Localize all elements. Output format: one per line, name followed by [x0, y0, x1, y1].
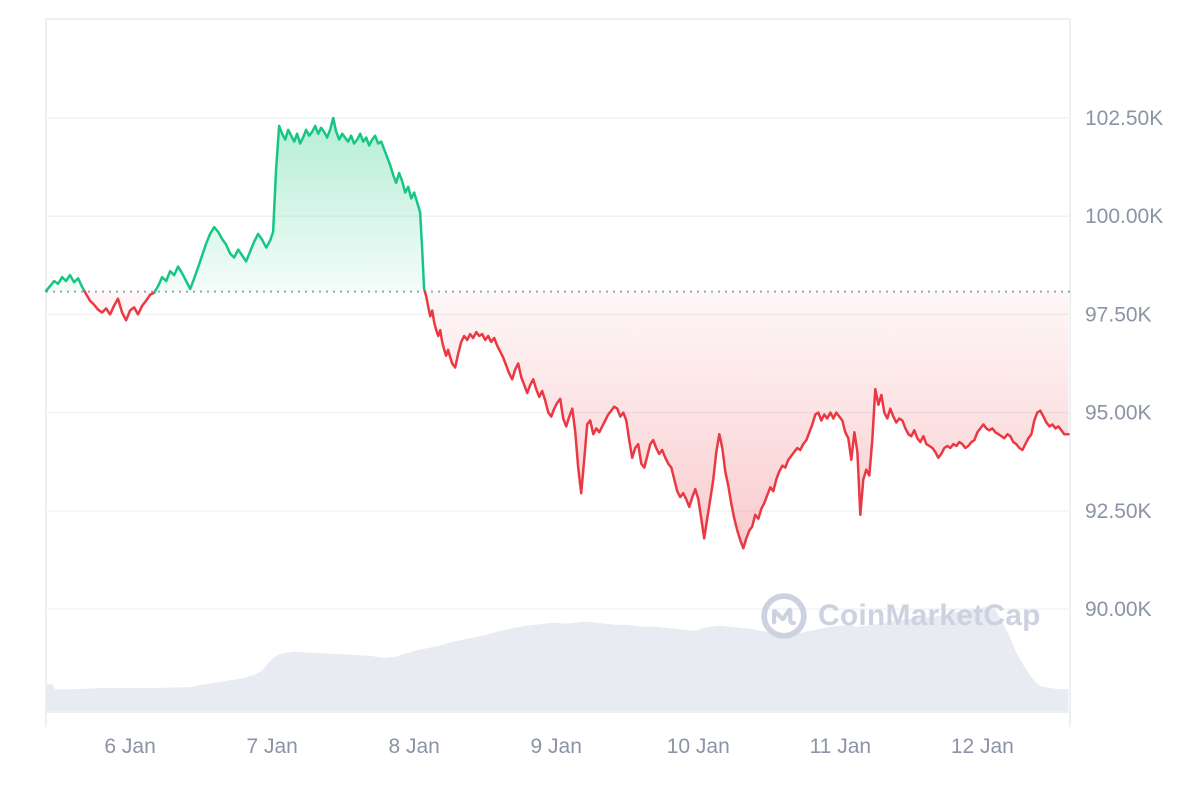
- volume-area: [46, 607, 1069, 711]
- area-fill-up: [46, 275, 85, 292]
- y-axis-label: 97.50K: [1085, 303, 1152, 326]
- y-axis-label: 95.00K: [1085, 402, 1152, 425]
- plot-frame: [45, 18, 1071, 713]
- x-axis-label: 9 Jan: [531, 735, 582, 758]
- price-line-down: [83, 290, 157, 322]
- y-axis-label: 92.50K: [1085, 500, 1152, 523]
- price-line-up: [153, 116, 427, 293]
- x-axis-label: 7 Jan: [246, 735, 297, 758]
- price-line-down: [423, 290, 1070, 550]
- area-fill-down: [424, 291, 1069, 549]
- x-axis-label: 10 Jan: [667, 735, 730, 758]
- y-axis-label: 102.50K: [1085, 107, 1163, 130]
- area-fill-up: [154, 118, 425, 292]
- y-axis-label: 100.00K: [1085, 205, 1163, 228]
- x-axis-label: 8 Jan: [388, 735, 439, 758]
- price-line-up: [44, 273, 86, 293]
- x-axis-label: 12 Jan: [951, 735, 1014, 758]
- x-axis-label: 11 Jan: [810, 735, 872, 758]
- x-axis-label: 6 Jan: [104, 735, 155, 758]
- y-axis-label: 90.00K: [1085, 598, 1152, 621]
- area-fill-down: [84, 291, 155, 321]
